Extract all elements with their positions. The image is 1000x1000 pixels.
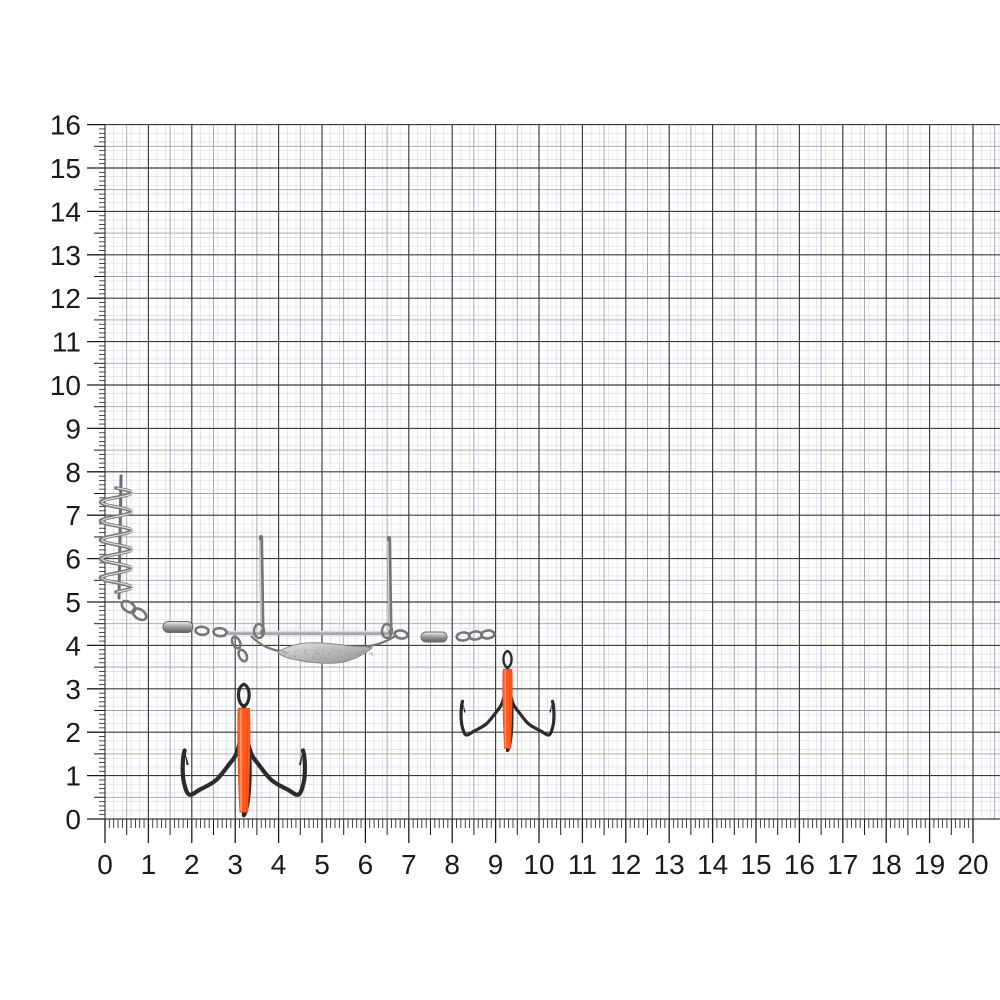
svg-text:11: 11 [52,327,81,358]
svg-text:13: 13 [654,849,685,880]
svg-text:5: 5 [314,849,330,880]
svg-text:18: 18 [871,849,902,880]
svg-text:12: 12 [50,283,81,314]
svg-text:1: 1 [65,761,81,792]
svg-text:9: 9 [488,849,504,880]
svg-text:8: 8 [65,457,81,488]
svg-text:16: 16 [50,110,81,141]
svg-text:20: 20 [957,849,988,880]
svg-text:17: 17 [827,849,858,880]
svg-text:16: 16 [784,849,815,880]
svg-text:4: 4 [65,630,81,661]
svg-text:11: 11 [568,849,597,880]
svg-text:13: 13 [50,240,81,271]
svg-text:4: 4 [271,849,287,880]
svg-text:7: 7 [65,500,81,531]
svg-text:15: 15 [50,153,81,184]
svg-text:2: 2 [184,849,200,880]
svg-text:3: 3 [65,674,81,705]
svg-text:10: 10 [50,370,81,401]
svg-text:0: 0 [65,804,81,835]
svg-text:10: 10 [523,849,554,880]
svg-text:6: 6 [358,849,374,880]
svg-text:19: 19 [914,849,945,880]
svg-text:9: 9 [65,413,81,444]
svg-text:14: 14 [697,849,728,880]
svg-text:3: 3 [227,849,243,880]
svg-text:12: 12 [610,849,641,880]
svg-text:2: 2 [65,717,81,748]
svg-text:14: 14 [50,196,81,227]
svg-text:6: 6 [65,544,81,575]
svg-text:7: 7 [401,849,417,880]
svg-text:1: 1 [141,849,157,880]
svg-text:15: 15 [740,849,771,880]
svg-text:8: 8 [444,849,460,880]
svg-text:5: 5 [65,587,81,618]
svg-text:0: 0 [97,849,113,880]
